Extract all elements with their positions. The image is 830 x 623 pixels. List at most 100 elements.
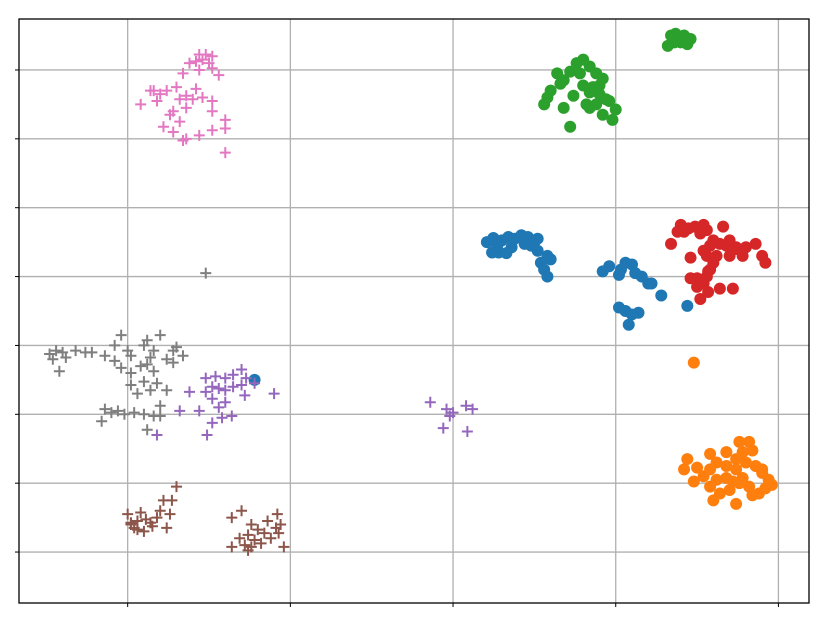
point-s7-10 (135, 360, 147, 372)
point-s3-23 (684, 251, 697, 264)
point-s5-10 (164, 508, 176, 520)
point-s6-30 (219, 123, 231, 134)
point-s7-14 (141, 334, 153, 346)
point-s7-21 (148, 365, 160, 377)
point-s2-22 (606, 113, 619, 126)
point-s7-1 (115, 329, 127, 341)
point-s7-43 (141, 424, 153, 436)
point-s4-15 (216, 412, 228, 424)
point-s7-34 (99, 403, 111, 415)
point-s2-23 (564, 65, 577, 78)
point-s5-7 (154, 505, 166, 517)
series-1 (678, 356, 778, 510)
point-s4-5 (240, 372, 252, 384)
point-s4-19 (183, 386, 195, 398)
point-s4-11 (236, 379, 248, 391)
point-s0-19 (500, 247, 513, 260)
point-s6-24 (174, 116, 186, 128)
point-s2-25 (551, 67, 564, 80)
point-s6-34 (219, 147, 231, 159)
point-s4-6 (200, 386, 212, 398)
point-s2-33 (609, 103, 622, 116)
point-s5-28 (273, 527, 285, 539)
point-s4-31 (437, 422, 449, 434)
point-s6-2 (206, 50, 218, 62)
point-s0-15 (544, 253, 557, 266)
point-s1-33 (707, 494, 720, 507)
point-s1-23 (697, 470, 710, 483)
point-s4-12 (239, 389, 251, 401)
point-s5-36 (258, 527, 270, 539)
point-s4-16 (206, 417, 218, 429)
point-s6-33 (177, 135, 189, 147)
point-s7-45 (161, 384, 173, 396)
point-s0-18 (541, 270, 554, 283)
point-s7-39 (128, 407, 140, 419)
point-s4-24 (268, 388, 280, 400)
series-7 (44, 267, 212, 436)
point-s6-16 (197, 92, 209, 104)
point-s5-19 (236, 505, 248, 517)
point-s7-11 (141, 358, 153, 370)
point-s7-6 (99, 350, 111, 362)
point-s1-0 (687, 356, 700, 369)
point-s2-34 (564, 120, 577, 133)
point-s7-46 (151, 377, 163, 389)
point-s5-0 (122, 508, 134, 520)
point-s3-35 (713, 282, 726, 295)
point-s0-20 (491, 239, 504, 252)
point-s1-24 (687, 475, 700, 488)
point-s5-35 (234, 532, 246, 544)
series-3 (665, 218, 772, 305)
point-s5-18 (226, 512, 238, 524)
point-s7-33 (53, 365, 65, 377)
point-s6-21 (151, 95, 163, 107)
point-s4-25 (249, 377, 261, 389)
point-s7-23 (125, 379, 137, 391)
point-s4-10 (227, 381, 239, 393)
point-s6-14 (174, 93, 186, 105)
point-s2-21 (596, 108, 609, 121)
point-s4-9 (219, 384, 231, 396)
point-s6-35 (170, 81, 182, 93)
point-s4-32 (461, 426, 473, 438)
point-s6-20 (135, 98, 147, 110)
point-s5-9 (151, 512, 163, 524)
point-s7-30 (70, 345, 82, 357)
series-5 (122, 481, 290, 556)
point-s0-30 (655, 289, 668, 302)
point-s4-18 (193, 405, 205, 417)
point-s4-8 (213, 382, 225, 394)
point-s4-27 (441, 403, 453, 415)
point-s6-25 (206, 105, 218, 117)
point-s2-35 (603, 94, 616, 107)
point-s7-12 (144, 351, 156, 363)
point-s2-13 (573, 67, 586, 80)
point-s1-36 (726, 475, 739, 488)
point-s3-20 (723, 249, 736, 262)
point-s0-31 (596, 265, 609, 278)
point-s2-9 (673, 32, 686, 45)
point-s2-31 (567, 89, 580, 102)
point-s5-26 (255, 537, 267, 549)
point-s5-33 (226, 541, 238, 553)
point-s2-26 (554, 77, 567, 90)
point-s5-32 (271, 508, 283, 520)
plot-frame (18, 18, 810, 604)
point-s7-44 (154, 410, 166, 422)
point-s3-37 (702, 265, 715, 278)
point-s4-7 (206, 381, 218, 393)
point-s3-34 (702, 286, 715, 299)
point-s1-35 (756, 463, 769, 476)
point-s7-0 (200, 267, 212, 279)
point-s2-30 (557, 101, 570, 114)
point-s7-8 (115, 362, 127, 374)
point-s1-31 (746, 489, 759, 502)
point-s6-9 (213, 69, 225, 81)
point-s4-20 (174, 405, 186, 417)
point-s2-36 (580, 98, 593, 111)
point-s5-17 (146, 520, 158, 532)
point-s6-36 (190, 83, 202, 95)
point-s1-27 (678, 463, 691, 476)
point-s4-26 (424, 396, 436, 408)
